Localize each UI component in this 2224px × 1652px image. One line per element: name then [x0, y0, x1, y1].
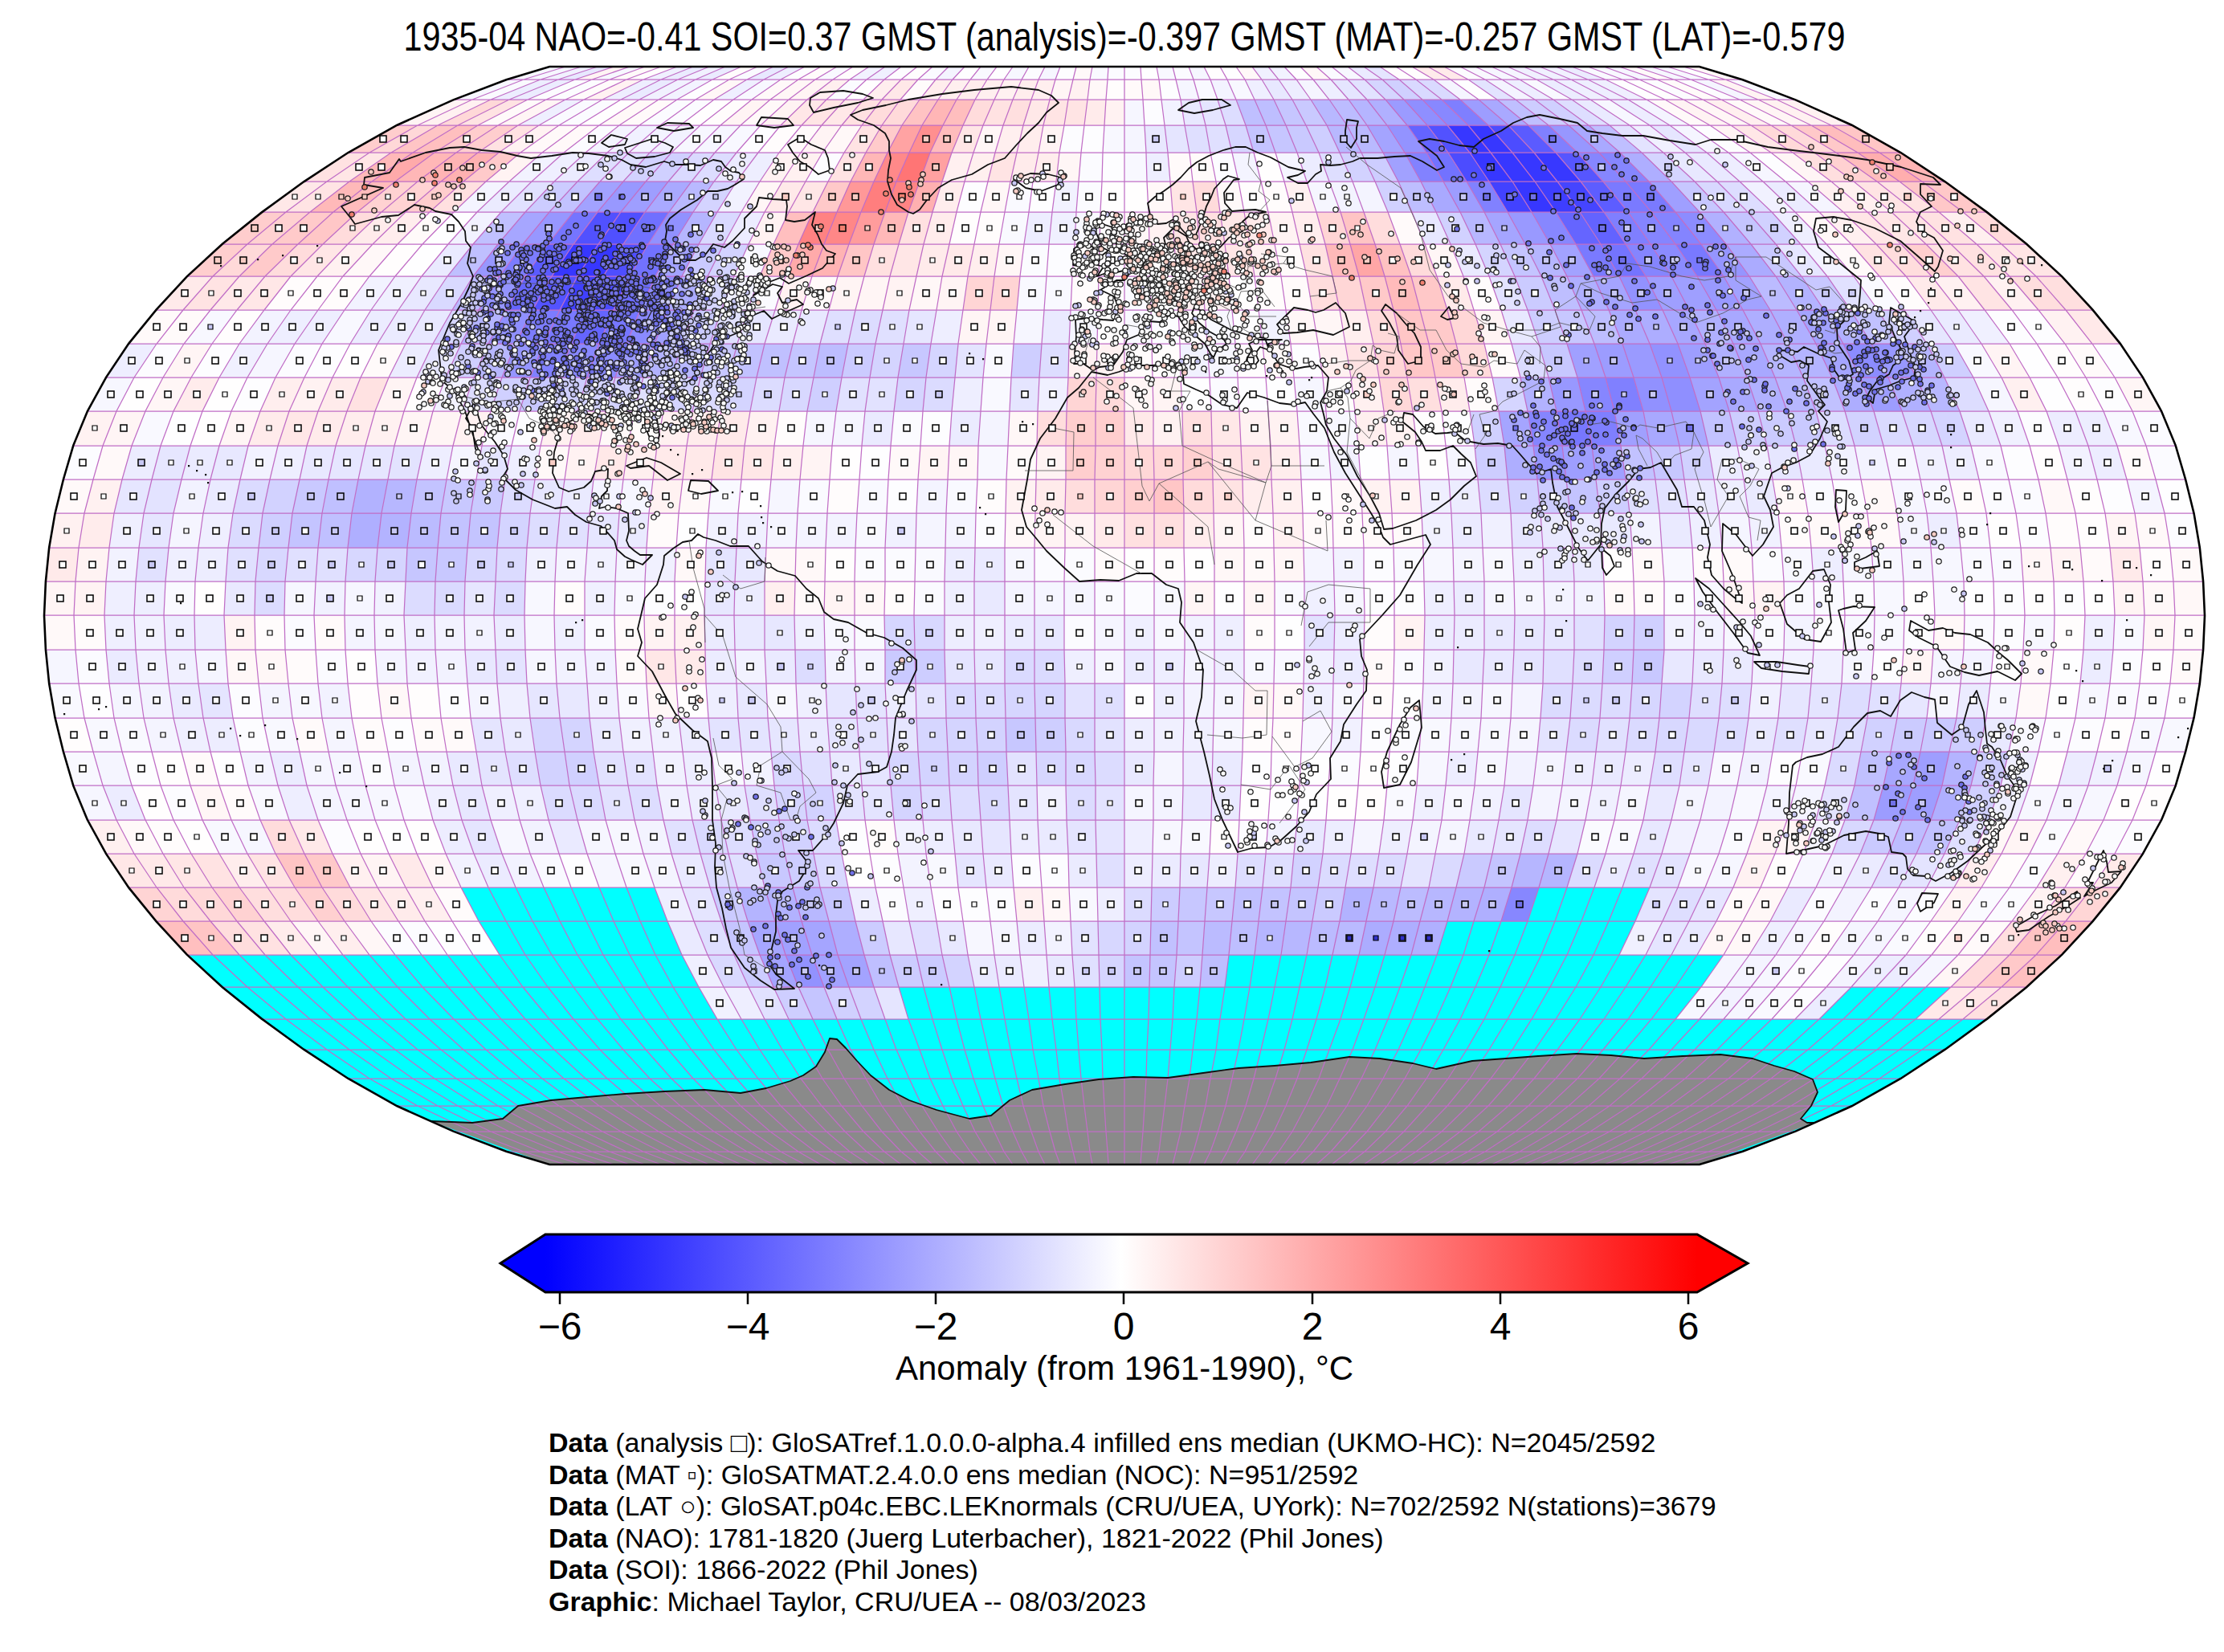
- svg-text:−2: −2: [914, 1305, 958, 1348]
- svg-text:−6: −6: [538, 1305, 582, 1348]
- svg-text:0: 0: [1113, 1305, 1135, 1348]
- svg-text:4: 4: [1490, 1305, 1512, 1348]
- svg-text:Data (analysis □): GloSATref.1: Data (analysis □): GloSATref.1.0.0.0-alp…: [549, 1427, 1655, 1458]
- svg-text:2: 2: [1302, 1305, 1324, 1348]
- svg-text:6: 6: [1678, 1305, 1700, 1348]
- svg-text:−4: −4: [726, 1305, 770, 1348]
- svg-text:Data (NAO): 1781-1820 (Juerg L: Data (NAO): 1781-1820 (Juerg Luterbacher…: [549, 1523, 1383, 1553]
- svg-text:Data (MAT ▫): GloSATMAT.2.4.0.: Data (MAT ▫): GloSATMAT.2.4.0.0 ens medi…: [549, 1459, 1358, 1490]
- svg-text:1935-04 NAO=-0.41 SOI=0.37 GMS: 1935-04 NAO=-0.41 SOI=0.37 GMST (analysi…: [404, 14, 1846, 59]
- svg-text:Graphic: Michael Taylor, CRU/U: Graphic: Michael Taylor, CRU/UEA -- 08/0…: [549, 1586, 1146, 1617]
- svg-text:Data (SOI): 1866-2022 (Phil Jo: Data (SOI): 1866-2022 (Phil Jones): [549, 1554, 978, 1585]
- svg-text:Data (LAT ○): GloSAT.p04c.EBC.: Data (LAT ○): GloSAT.p04c.EBC.LEKnormals…: [549, 1491, 1716, 1521]
- svg-text:Anomaly (from 1961-1990), °C: Anomaly (from 1961-1990), °C: [896, 1349, 1353, 1387]
